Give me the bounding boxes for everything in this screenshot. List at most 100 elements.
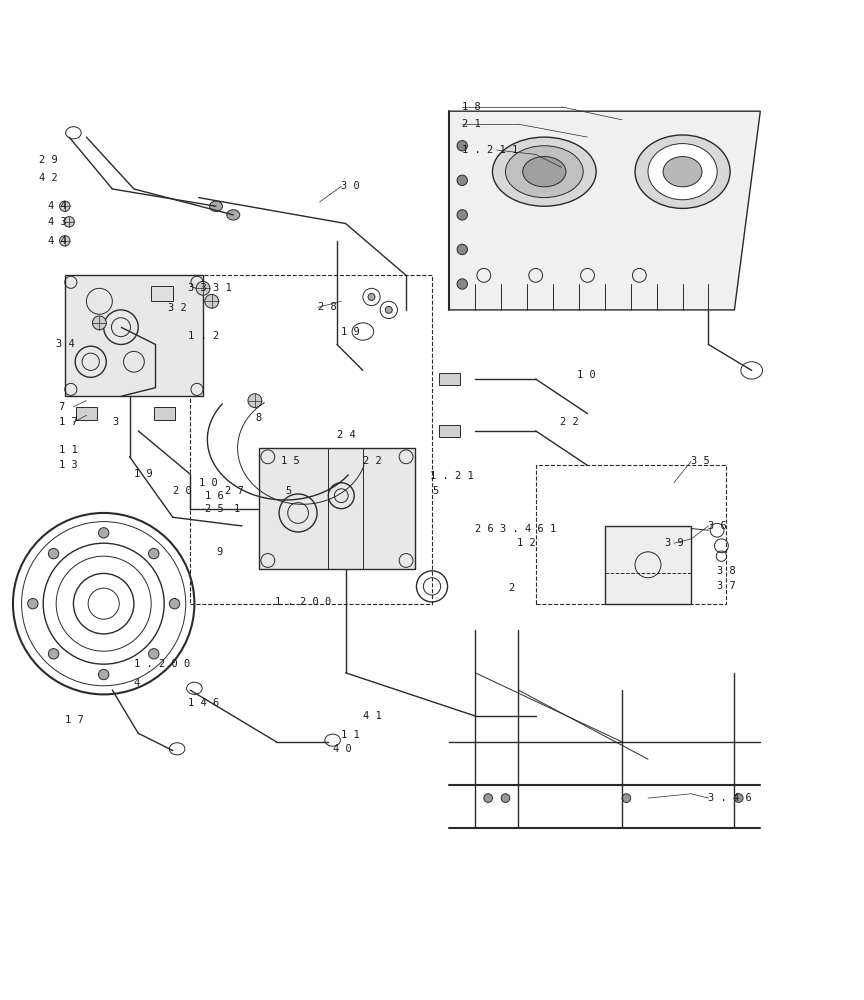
- Text: 3 9: 3 9: [665, 538, 684, 548]
- Circle shape: [248, 394, 262, 408]
- Text: 1: 1: [233, 504, 239, 514]
- Bar: [76, 407, 97, 420]
- Circle shape: [48, 548, 59, 559]
- Circle shape: [60, 236, 70, 246]
- Text: 2 7: 2 7: [225, 486, 244, 496]
- Circle shape: [205, 294, 219, 308]
- Text: 1 7: 1 7: [59, 417, 78, 427]
- Text: 3 0: 3 0: [341, 181, 360, 191]
- Text: 2: 2: [508, 583, 514, 593]
- Ellipse shape: [648, 144, 717, 200]
- Circle shape: [169, 598, 180, 609]
- Circle shape: [149, 548, 159, 559]
- Text: 5: 5: [432, 486, 438, 496]
- Ellipse shape: [505, 146, 583, 198]
- Circle shape: [457, 175, 467, 186]
- Bar: [190, 275, 432, 604]
- FancyBboxPatch shape: [605, 526, 691, 604]
- Ellipse shape: [492, 137, 596, 206]
- Text: 1 9: 1 9: [341, 327, 360, 337]
- Text: 3: 3: [112, 417, 118, 427]
- Text: 2 0: 2 0: [173, 486, 192, 496]
- Ellipse shape: [169, 743, 185, 755]
- Text: 7: 7: [59, 402, 65, 412]
- Text: 1 4 6: 1 4 6: [188, 698, 219, 708]
- Ellipse shape: [523, 157, 566, 187]
- Text: 3 3 3 1: 3 3 3 1: [188, 283, 232, 293]
- Text: 1 . 2 1 1: 1 . 2 1 1: [462, 145, 518, 155]
- Text: 4: 4: [134, 678, 140, 688]
- Circle shape: [484, 794, 492, 802]
- Text: 2 9: 2 9: [39, 155, 58, 165]
- Circle shape: [60, 201, 70, 211]
- Circle shape: [457, 141, 467, 151]
- Ellipse shape: [635, 135, 730, 208]
- Bar: [536, 465, 726, 604]
- Text: 4 4: 4 4: [48, 201, 67, 211]
- FancyBboxPatch shape: [259, 448, 415, 569]
- Bar: [154, 407, 175, 420]
- Text: 1 7: 1 7: [65, 715, 84, 725]
- FancyBboxPatch shape: [65, 275, 203, 396]
- Text: 1 1: 1 1: [59, 445, 78, 455]
- Text: 1 5: 1 5: [281, 456, 300, 466]
- Bar: [439, 373, 460, 385]
- Text: 1 0: 1 0: [577, 370, 596, 380]
- Circle shape: [501, 794, 510, 802]
- Bar: [439, 425, 460, 437]
- Circle shape: [92, 316, 106, 330]
- Text: 2 6 3 . 4 6 1: 2 6 3 . 4 6 1: [475, 524, 556, 534]
- Circle shape: [457, 210, 467, 220]
- Text: 4 3: 4 3: [48, 217, 67, 227]
- Ellipse shape: [740, 362, 762, 379]
- Text: 2 5: 2 5: [205, 504, 224, 514]
- Circle shape: [734, 794, 743, 802]
- Text: 4 1: 4 1: [363, 711, 382, 721]
- Polygon shape: [449, 111, 760, 310]
- Text: 3 8: 3 8: [717, 566, 736, 576]
- Text: 1 3: 1 3: [59, 460, 78, 470]
- Ellipse shape: [353, 323, 373, 340]
- Text: 3 4: 3 4: [56, 339, 75, 349]
- Circle shape: [149, 649, 159, 659]
- Text: 1 6: 1 6: [205, 491, 224, 501]
- Text: 1 0: 1 0: [199, 478, 218, 488]
- Text: 9: 9: [216, 547, 222, 557]
- Text: 3 . 4 6: 3 . 4 6: [708, 793, 753, 803]
- Text: 1 . 2: 1 . 2: [188, 331, 219, 341]
- FancyBboxPatch shape: [151, 286, 173, 301]
- Ellipse shape: [66, 127, 81, 139]
- Text: 1 . 2 0 0: 1 . 2 0 0: [134, 659, 190, 669]
- Text: 2 2: 2 2: [560, 417, 579, 427]
- Circle shape: [622, 794, 631, 802]
- Ellipse shape: [187, 682, 202, 694]
- Text: 3 5: 3 5: [691, 456, 710, 466]
- Text: 8: 8: [255, 413, 261, 423]
- Text: 5: 5: [285, 486, 291, 496]
- Circle shape: [98, 528, 109, 538]
- Text: 2 2: 2 2: [363, 456, 382, 466]
- Text: 3 2: 3 2: [168, 303, 187, 313]
- Text: 2 1: 2 1: [462, 119, 481, 129]
- Text: 1 9: 1 9: [134, 469, 153, 479]
- Circle shape: [457, 244, 467, 255]
- Text: 2 8: 2 8: [318, 302, 337, 312]
- Text: 3 6: 3 6: [708, 521, 727, 531]
- Text: 4 0: 4 0: [333, 744, 352, 754]
- Text: 1 1: 1 1: [341, 730, 360, 740]
- Text: 4 4: 4 4: [48, 236, 67, 246]
- Text: 3 7: 3 7: [717, 581, 736, 591]
- Text: 2 4: 2 4: [337, 430, 356, 440]
- Circle shape: [368, 294, 375, 300]
- Circle shape: [385, 306, 392, 313]
- Ellipse shape: [226, 210, 240, 220]
- Ellipse shape: [664, 157, 702, 187]
- Circle shape: [48, 649, 59, 659]
- Circle shape: [28, 598, 38, 609]
- Text: 4 2: 4 2: [39, 173, 58, 183]
- Ellipse shape: [325, 734, 340, 746]
- Circle shape: [457, 279, 467, 289]
- Text: 1 8: 1 8: [462, 102, 481, 112]
- Text: 1 . 2 0 0: 1 . 2 0 0: [275, 597, 331, 607]
- Circle shape: [64, 217, 74, 227]
